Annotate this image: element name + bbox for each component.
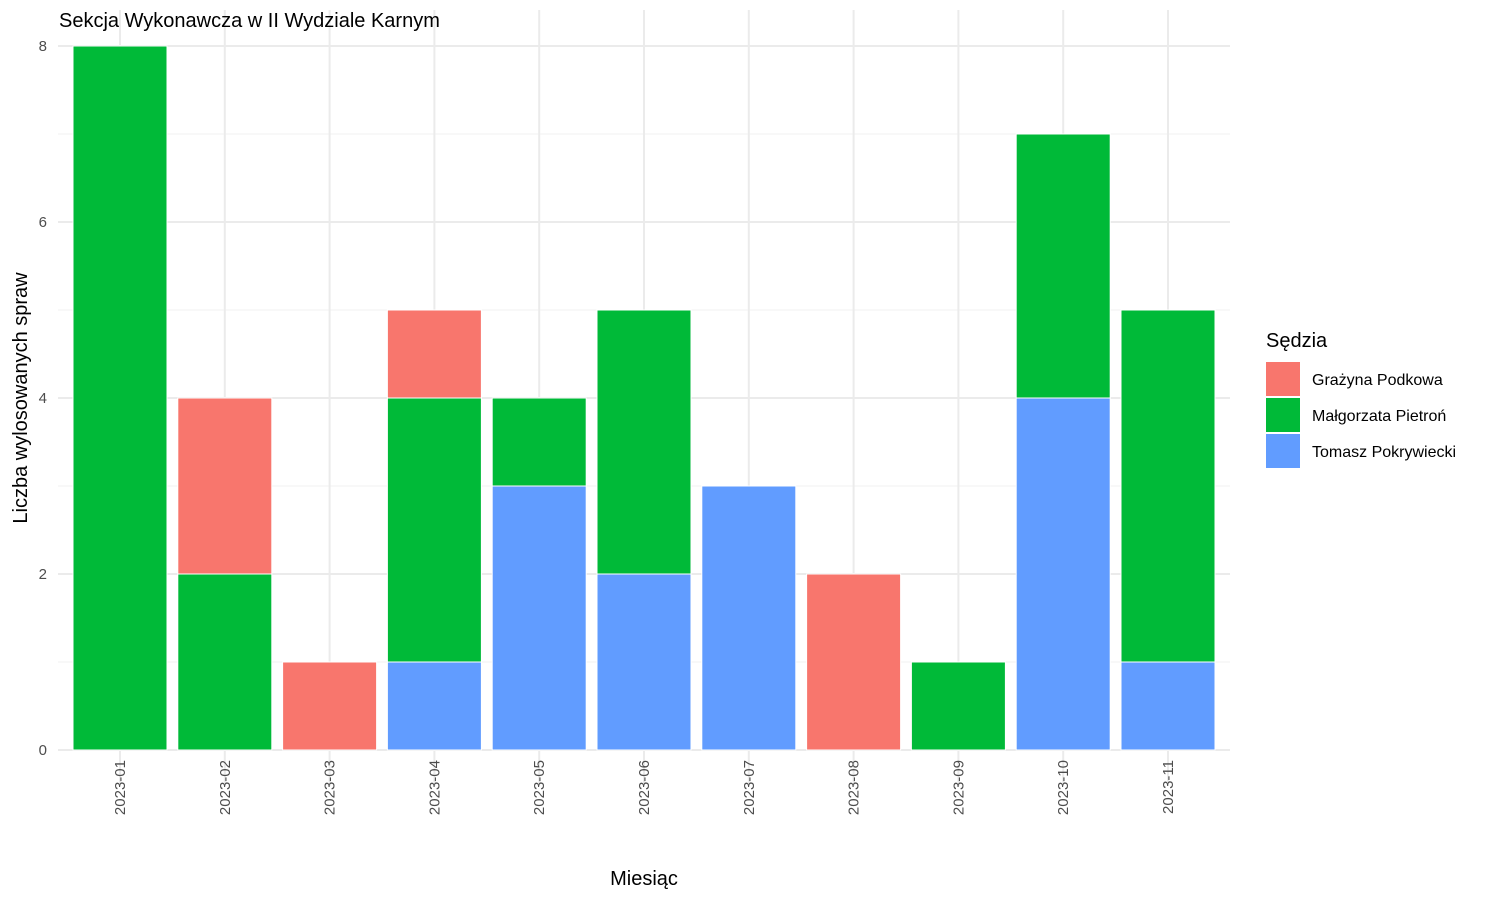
legend-title: Sędzia [1266, 330, 1328, 352]
bar-segment [386, 661, 482, 751]
bar-segment [806, 573, 902, 751]
bar-segment [282, 661, 378, 751]
y-tick-label: 2 [39, 566, 47, 583]
x-tick-label: 2023-10 [1055, 760, 1072, 815]
y-axis-title: Liczba wylosowanych spraw [10, 272, 32, 524]
x-axis-ticks: 2023-01 2023-02 2023-03 2023-04 2023-05 2023-… [112, 760, 1177, 815]
bar-segment [1015, 397, 1111, 751]
bars [72, 45, 1216, 751]
x-tick-label: 2023-06 [636, 760, 653, 815]
legend-swatch [1266, 398, 1300, 432]
bar-segment [72, 45, 168, 751]
x-tick-label: 2023-11 [1160, 760, 1177, 814]
y-tick-label: 6 [39, 214, 47, 231]
bar-segment [596, 309, 692, 575]
bar-segment [491, 485, 587, 751]
chart-title: Sekcja Wykonawcza w II Wydziale Karnym [59, 10, 440, 32]
bar-segment [596, 573, 692, 751]
y-axis-ticks: 0 2 4 6 8 [39, 38, 47, 759]
legend-swatch [1266, 362, 1300, 396]
bar-segment [1015, 133, 1111, 399]
x-tick-label: 2023-02 [217, 760, 234, 815]
x-tick-label: 2023-04 [426, 760, 443, 815]
bar-segment [177, 397, 273, 575]
bar-segment [491, 397, 587, 487]
legend-label: Małgorzata Pietroń [1312, 408, 1446, 425]
bar-segment [386, 309, 482, 399]
x-tick-label: 2023-05 [531, 760, 548, 815]
x-axis-title: Miesiąc [610, 868, 678, 890]
y-tick-label: 8 [39, 38, 47, 55]
x-tick-label: 2023-03 [322, 760, 339, 815]
bar-segment [1120, 661, 1216, 751]
y-tick-label: 4 [39, 390, 47, 407]
bar-segment [386, 397, 482, 663]
x-tick-label: 2023-01 [112, 760, 129, 815]
bar-segment [701, 485, 797, 751]
x-tick-label: 2023-07 [741, 760, 758, 815]
bar-segment [177, 573, 273, 751]
legend-label: Tomasz Pokrywiecki [1312, 444, 1456, 461]
x-tick-label: 2023-08 [846, 760, 863, 815]
legend: Sędzia Grażyna Podkowa Małgorzata Pietroń… [1266, 330, 1456, 468]
legend-swatch [1266, 434, 1300, 468]
bar-segment [1120, 309, 1216, 663]
x-tick-label: 2023-09 [950, 760, 967, 815]
bar-segment [910, 661, 1006, 751]
y-tick-label: 0 [39, 742, 47, 759]
legend-label: Grażyna Podkowa [1312, 372, 1443, 389]
